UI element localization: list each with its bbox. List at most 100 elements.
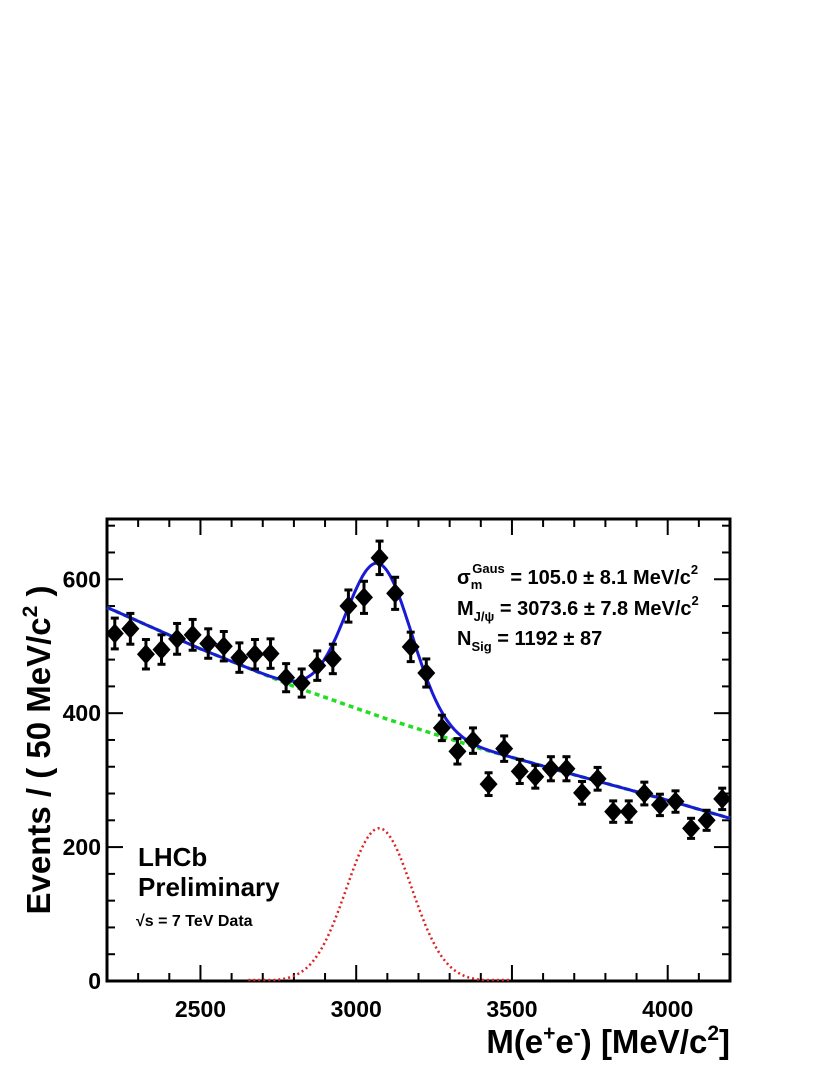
- data-point: [495, 734, 514, 763]
- data-marker: [713, 788, 732, 809]
- data-marker: [588, 768, 607, 789]
- data-point: [635, 780, 654, 807]
- data-point: [136, 638, 155, 671]
- data-point: [183, 617, 202, 652]
- x-tick-label: 4000: [642, 996, 693, 1022]
- data-marker: [697, 810, 716, 831]
- energy-label: √s = 7 TeV Data: [136, 913, 253, 930]
- data-point: [354, 579, 373, 615]
- fit-result-mass: MJ/ψ = 3073.6 ± 7.8 MeV/c2: [457, 593, 699, 624]
- data-point: [199, 627, 218, 660]
- x-axis-title: M(e+e-) [MeV/c2]: [486, 1022, 730, 1060]
- fit-result-nsig: NSig = 1192 ± 87: [457, 628, 602, 654]
- data-point: [619, 799, 638, 824]
- fit-result-sigma: σmGaus = 105.0 ± 8.1 MeV/c2: [457, 561, 698, 592]
- data-marker: [339, 596, 358, 617]
- data-point: [277, 662, 296, 694]
- data-point: [214, 629, 233, 663]
- data-marker: [105, 623, 124, 644]
- data-point: [417, 657, 436, 689]
- data-point: [526, 763, 545, 790]
- data-point: [464, 726, 483, 755]
- data-marker: [510, 761, 529, 782]
- data-marker: [121, 618, 140, 639]
- data-point: [432, 713, 451, 743]
- data-marker: [168, 628, 187, 649]
- data-point: [697, 808, 716, 832]
- lhcb-label: LHCb: [138, 842, 207, 872]
- data-marker: [604, 801, 623, 822]
- data-marker: [432, 717, 451, 738]
- data-marker: [370, 547, 389, 568]
- data-point: [152, 633, 171, 666]
- data-marker: [308, 655, 327, 676]
- background-fit-curve: [106, 605, 731, 820]
- data-point: [370, 539, 389, 577]
- data-marker: [136, 644, 155, 665]
- data-point: [401, 630, 420, 664]
- data-point: [604, 799, 623, 824]
- data-point: [105, 616, 124, 651]
- data-point: [448, 737, 467, 766]
- y-axis-title: Events / ( 50 MeV/c2 ): [19, 586, 57, 915]
- data-marker: [386, 583, 405, 604]
- data-marker: [448, 741, 467, 762]
- data-point: [292, 667, 311, 699]
- data-point: [323, 642, 342, 676]
- data-marker: [152, 639, 171, 660]
- data-point: [230, 641, 249, 674]
- data-marker: [464, 730, 483, 751]
- data-point: [588, 765, 607, 792]
- data-marker: [401, 636, 420, 657]
- data-marker: [417, 663, 436, 683]
- data-marker: [682, 818, 701, 839]
- x-tick-label: 3500: [486, 996, 537, 1022]
- data-point: [557, 755, 576, 783]
- data-point: [666, 789, 685, 814]
- fit-curves: [106, 561, 731, 982]
- data-point: [573, 779, 592, 806]
- data-marker: [323, 648, 342, 669]
- data-marker: [526, 766, 545, 787]
- signal-gaussian-curve: [248, 827, 510, 982]
- y-tick-label: 600: [63, 566, 101, 592]
- data-marker: [635, 783, 654, 804]
- data-point: [339, 588, 358, 624]
- data-marker: [541, 758, 560, 779]
- x-tick-label: 2500: [175, 996, 226, 1022]
- x-tick-label: 3000: [331, 996, 382, 1022]
- data-marker: [619, 801, 638, 822]
- data-marker: [230, 647, 249, 668]
- data-marker: [245, 644, 264, 665]
- data-point: [479, 771, 498, 798]
- data-marker: [354, 587, 373, 608]
- preliminary-label: Preliminary: [138, 872, 280, 902]
- data-marker: [495, 738, 514, 759]
- data-point: [682, 816, 701, 840]
- data-point: [510, 757, 529, 785]
- data-marker: [479, 774, 498, 795]
- data-marker: [183, 624, 202, 645]
- data-point: [308, 649, 327, 682]
- data-point: [245, 638, 264, 671]
- data-marker: [292, 673, 311, 694]
- data-point: [650, 792, 669, 818]
- data-point: [386, 575, 405, 611]
- data-points: [105, 539, 732, 840]
- data-point: [261, 637, 280, 670]
- data-marker: [261, 643, 280, 664]
- data-point: [168, 621, 187, 656]
- data-marker: [557, 758, 576, 779]
- data-point: [541, 755, 560, 783]
- data-marker: [573, 782, 592, 803]
- data-marker: [650, 794, 669, 815]
- y-tick-label: 200: [63, 834, 101, 860]
- total-fit-curve: [106, 561, 731, 820]
- axis-tick-labels: 2500 3000 3500 4000 0 200 400 600: [63, 566, 694, 1022]
- data-marker: [277, 667, 296, 688]
- y-tick-label: 0: [88, 968, 101, 994]
- data-marker: [214, 636, 233, 657]
- y-tick-label: 400: [63, 700, 101, 726]
- data-point: [713, 786, 732, 812]
